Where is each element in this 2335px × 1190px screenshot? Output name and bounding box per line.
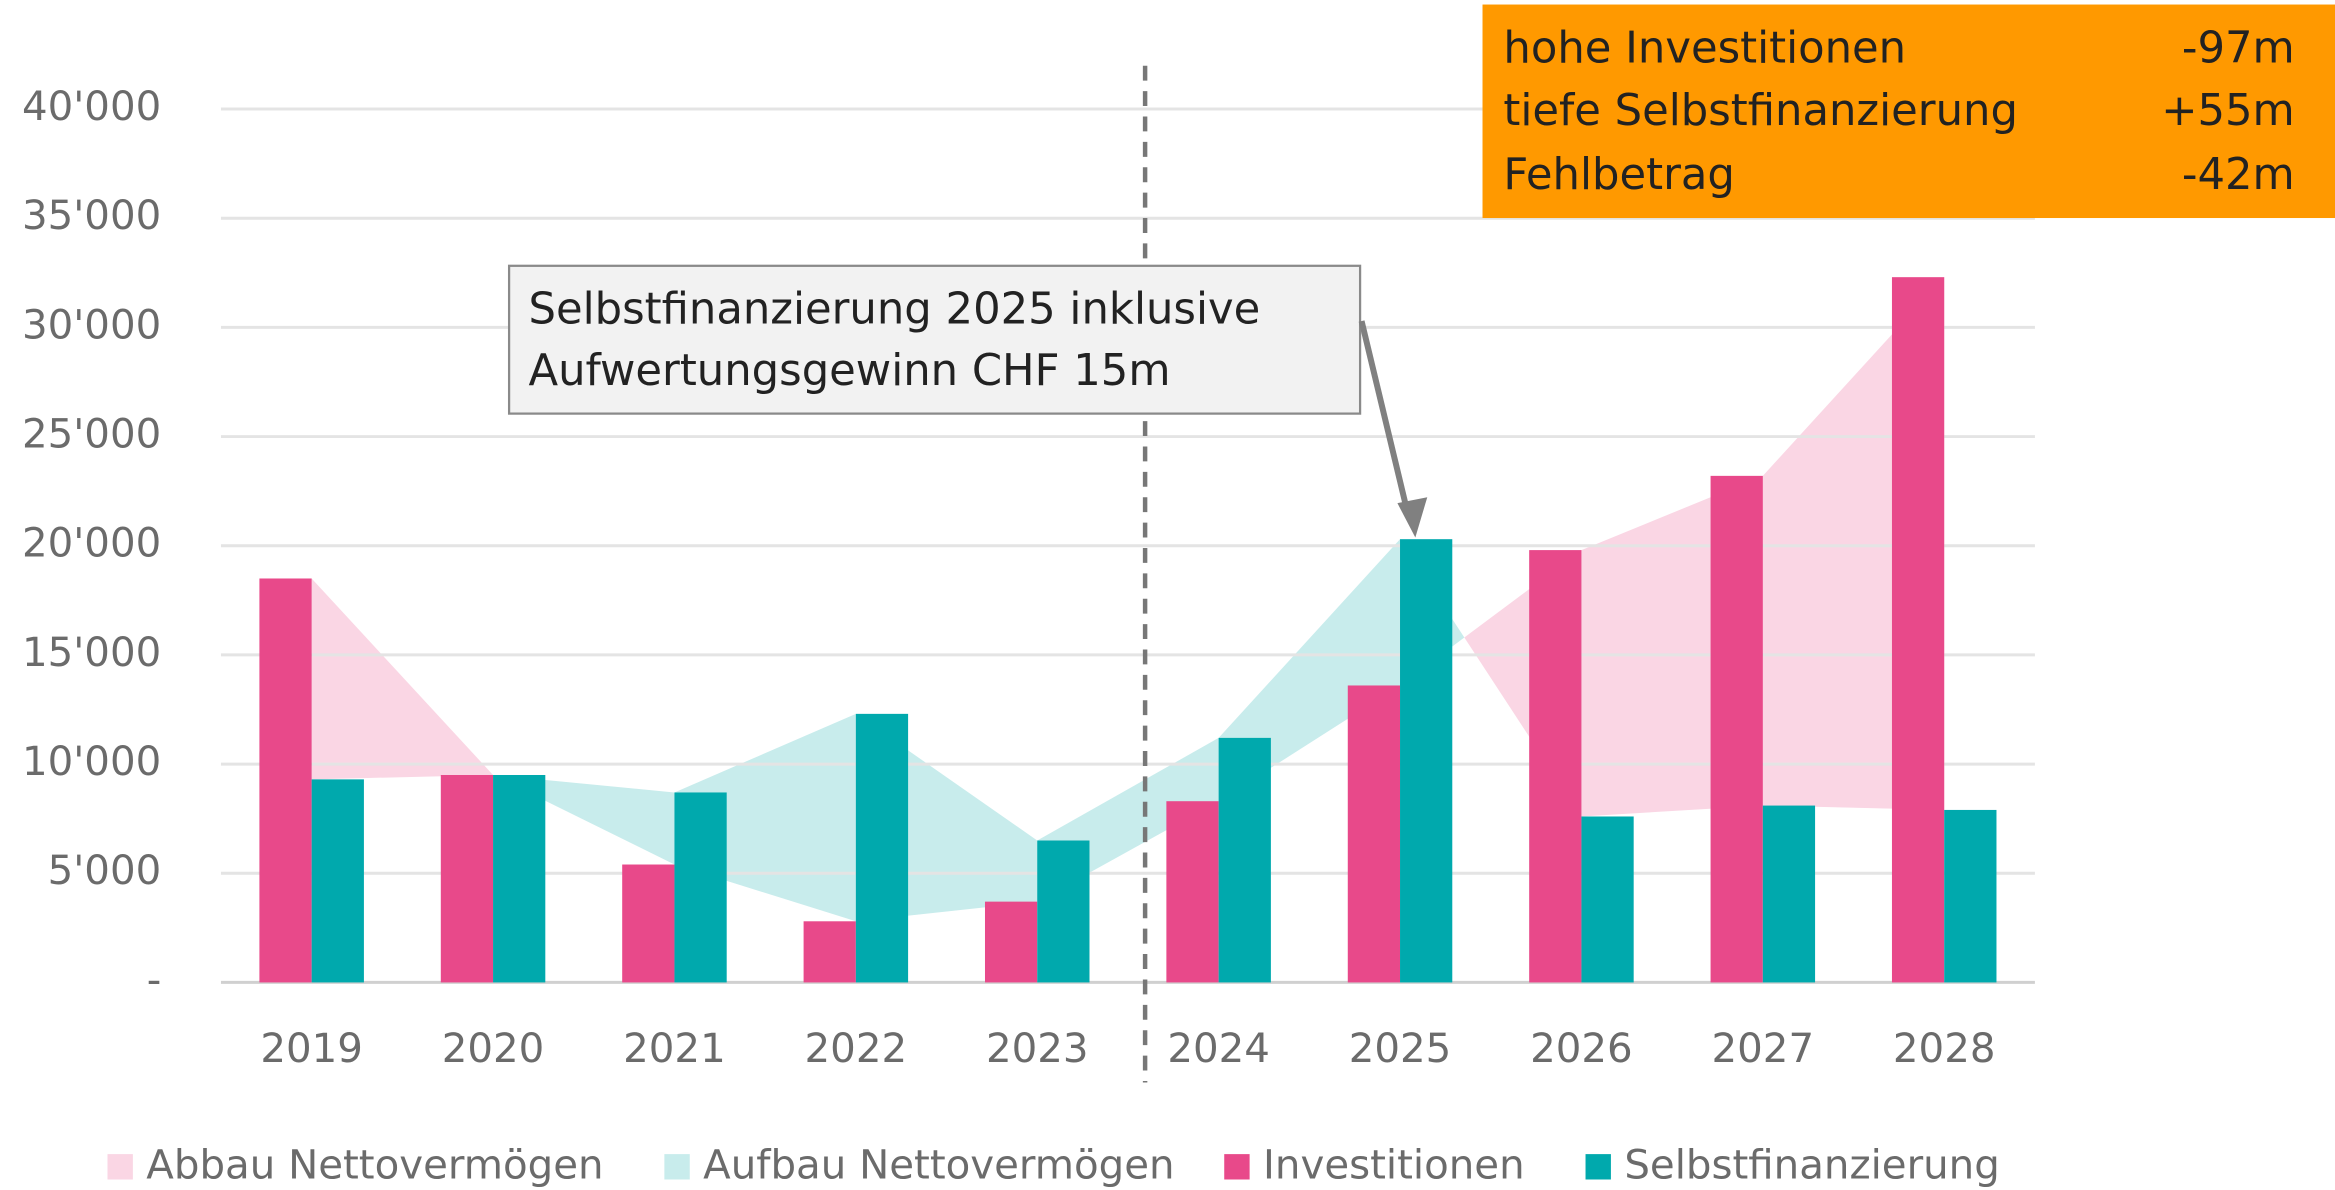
bar	[1762, 805, 1816, 983]
legend-swatch	[107, 1154, 133, 1180]
x-tick-label: 2028	[1893, 1025, 1996, 1072]
net-area	[1218, 539, 1401, 802]
y-tick-label: 5'000	[48, 847, 162, 894]
bar	[1710, 475, 1763, 983]
bars: 2019 2020 2021 2022 2023 2024 2025 2026 2027 2028	[259, 277, 1997, 1072]
y-tick-label: -	[147, 956, 162, 1003]
bar	[493, 774, 546, 983]
info-value: -42m	[2182, 150, 2295, 200]
bar	[1400, 539, 1453, 983]
x-tick-label: 2021	[623, 1025, 726, 1072]
bar	[1944, 809, 1997, 983]
legend-label: Aufbau Nettovermögen	[703, 1142, 1174, 1189]
annotation-box	[507, 264, 1362, 415]
bar	[1529, 550, 1582, 983]
y-tick-label: 25'000	[22, 411, 161, 458]
bar	[1218, 737, 1271, 983]
legend-swatch	[1224, 1154, 1250, 1180]
net-area	[311, 578, 494, 780]
bar	[1347, 685, 1401, 983]
bar	[984, 901, 1038, 983]
legend-label: Abbau Nettovermögen	[146, 1142, 603, 1189]
y-tick-label: 30'000	[22, 301, 161, 348]
legend-swatch	[664, 1154, 690, 1180]
y-tick-label: 15'000	[22, 629, 161, 676]
bar	[803, 921, 856, 983]
y-tick-label: 20'000	[22, 520, 161, 567]
y-tick-label: 10'000	[22, 738, 161, 785]
info-value: -97m	[2182, 23, 2295, 73]
bar	[311, 779, 364, 983]
legend: Abbau Nettovermögen Aufbau Nettovermögen I…	[107, 1142, 2000, 1189]
info-label: tiefe Selbstfinanzierung	[1503, 86, 2018, 136]
info-value: +55m	[2161, 86, 2295, 136]
y-tick-label: 35'000	[22, 192, 161, 239]
bar	[1166, 801, 1219, 983]
legend-label: Investitionen	[1263, 1142, 1525, 1189]
bar	[674, 792, 727, 983]
x-tick-label: 2027	[1712, 1025, 1815, 1072]
x-tick-label: 2024	[1167, 1025, 1270, 1072]
bar	[1037, 840, 1090, 983]
bar	[855, 713, 909, 983]
x-tick-label: 2023	[986, 1025, 1089, 1072]
x-tick-label: 2025	[1349, 1025, 1452, 1072]
bar	[622, 864, 675, 983]
bar	[1891, 277, 1945, 983]
x-tick-label: 2026	[1530, 1025, 1633, 1072]
info-label: hohe Investitionen	[1503, 23, 1906, 73]
annotation-arrow	[1358, 320, 1410, 509]
y-tick-label: 40'000	[22, 83, 161, 130]
bar	[440, 774, 494, 983]
x-tick-label: 2020	[442, 1025, 545, 1072]
info-box	[1482, 4, 2335, 219]
arrow-head	[1397, 497, 1428, 538]
bar	[259, 578, 312, 983]
annotation-line: Aufwertungsgewinn CHF 15m	[529, 346, 1171, 396]
legend-label: Selbstfinanzierung	[1624, 1142, 1999, 1189]
info-label: Fehlbetrag	[1503, 150, 1734, 200]
legend-swatch	[1585, 1154, 1611, 1180]
bar	[1581, 816, 1634, 983]
x-tick-label: 2022	[805, 1025, 908, 1072]
annotation-line: Selbstfinanzierung 2025 inklusive	[529, 285, 1261, 335]
x-tick-label: 2019	[260, 1025, 363, 1072]
